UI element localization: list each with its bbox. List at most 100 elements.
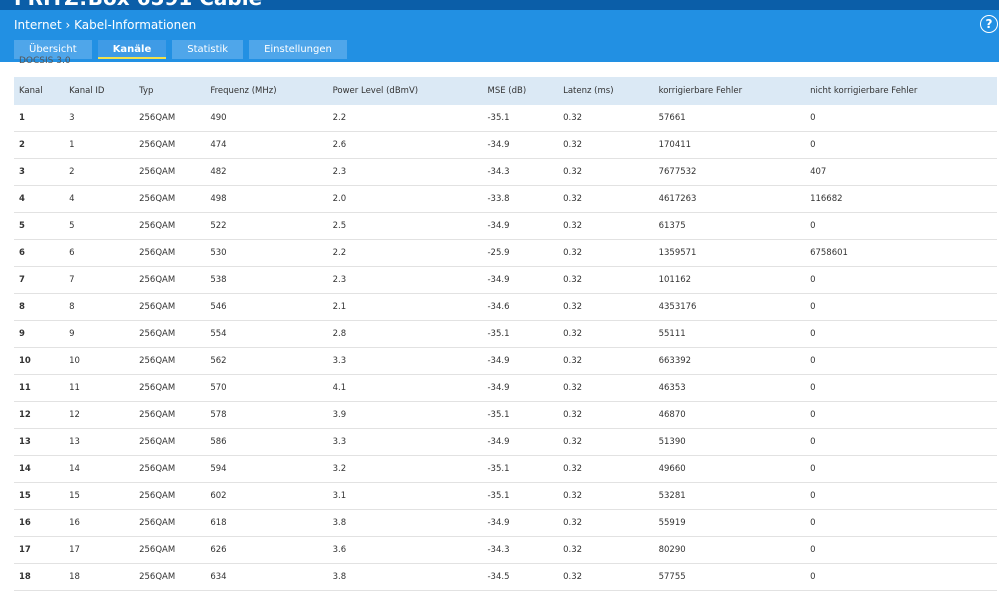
table-cell: 0 (805, 347, 997, 375)
crumb: Kabel-Informationen (74, 18, 197, 32)
table-cell: 116682 (805, 185, 997, 213)
table-cell: -34.9 (482, 266, 559, 294)
table-cell: 80290 (653, 536, 806, 564)
table-cell: 2.0 (327, 185, 483, 213)
table-cell: 1 (14, 105, 65, 132)
table-cell: 5 (14, 212, 65, 240)
table-cell: 530 (205, 239, 328, 267)
table-cell: 7 (64, 266, 135, 294)
table-cell: 55111 (653, 320, 806, 348)
table-cell: 15 (14, 482, 65, 510)
table-cell: 0.32 (558, 239, 654, 267)
table-row: 15 15 256QAM 602 3.1 -35.1 0.32 53281 0 (14, 482, 997, 510)
table-cell: 0 (805, 266, 997, 294)
table-cell: 0 (805, 563, 997, 591)
table-row: 9 9 256QAM 554 2.8 -35.1 0.32 55111 0 (14, 320, 997, 348)
table-cell: 0.32 (558, 293, 654, 321)
table-cell: 256QAM (134, 185, 206, 213)
table-cell: 10 (64, 347, 135, 375)
table-cell: 4.1 (327, 374, 483, 402)
table-cell: 0 (805, 455, 997, 483)
table-cell: 0 (805, 401, 997, 429)
table-cell: 55919 (653, 509, 806, 537)
table-cell: 546 (205, 293, 328, 321)
table-cell: 256QAM (134, 320, 206, 348)
table-cell: 170411 (653, 131, 806, 159)
table-cell: -35.1 (482, 105, 559, 132)
table-cell: 663392 (653, 347, 806, 375)
table-cell: 0 (805, 212, 997, 240)
table-cell: 256QAM (134, 239, 206, 267)
table-cell: 17 (64, 536, 135, 564)
table-cell: 10 (14, 347, 65, 375)
table-cell: 2.2 (327, 105, 483, 132)
table-cell: -35.1 (482, 401, 559, 429)
table-cell: 474 (205, 131, 328, 159)
table-cell: 0 (805, 131, 997, 159)
table-cell: -35.1 (482, 482, 559, 510)
column-header: Kanal ID (64, 77, 135, 105)
table-cell: 46870 (653, 401, 806, 429)
table-cell: -34.9 (482, 131, 559, 159)
header-row: Kanal Kanal ID Typ Frequenz (MHz) Power Leve… (14, 77, 997, 105)
tab[interactable]: Statistik (172, 40, 244, 59)
table-cell: 9 (14, 320, 65, 348)
table-cell: 7677532 (653, 158, 806, 186)
table-cell: 0.32 (558, 185, 654, 213)
table-cell: 57661 (653, 105, 806, 132)
table-cell: 6 (14, 239, 65, 267)
tab[interactable]: Kanäle (97, 40, 167, 59)
table-cell: 256QAM (134, 158, 206, 186)
table-cell: 0.32 (558, 401, 654, 429)
table-cell: 490 (205, 105, 328, 132)
tab[interactable]: Einstellungen (249, 40, 347, 59)
table-cell: 13 (64, 428, 135, 456)
table-cell: 18 (14, 563, 65, 591)
table-cell: 407 (805, 158, 997, 186)
table-cell: 3.8 (327, 509, 483, 537)
table-cell: 0 (805, 509, 997, 537)
table-cell: 0.32 (558, 347, 654, 375)
table-cell: 0.32 (558, 509, 654, 537)
column-header: MSE (dB) (482, 77, 559, 105)
table-cell: 2.6 (327, 131, 483, 159)
column-header: korrigierbare Fehler (653, 77, 806, 105)
table-cell: 15 (64, 482, 135, 510)
table-cell: 61375 (653, 212, 806, 240)
table-cell: 14 (64, 455, 135, 483)
table-cell: -34.9 (482, 509, 559, 537)
table-cell: -25.9 (482, 239, 559, 267)
table-cell: 12 (64, 401, 135, 429)
table-cell: 4 (64, 185, 135, 213)
table-cell: 12 (14, 401, 65, 429)
table-cell: 0.32 (558, 428, 654, 456)
table-cell: 554 (205, 320, 328, 348)
table-cell: 3 (64, 105, 135, 132)
crumb[interactable]: Internet (14, 18, 62, 32)
table-row: 8 8 256QAM 546 2.1 -34.6 0.32 4353176 0 (14, 293, 997, 321)
table-cell: 2.5 (327, 212, 483, 240)
help-button[interactable]: ? (980, 15, 998, 33)
tab[interactable]: Übersicht (14, 40, 92, 59)
table-cell: 2.3 (327, 158, 483, 186)
table-cell: 0.32 (558, 212, 654, 240)
table-cell: 0 (805, 374, 997, 402)
table-cell: 2.2 (327, 239, 483, 267)
table-cell: 0 (805, 482, 997, 510)
table-cell: -33.8 (482, 185, 559, 213)
table-cell: -34.6 (482, 293, 559, 321)
column-header: Latenz (ms) (558, 77, 654, 105)
table-cell: 256QAM (134, 509, 206, 537)
table-cell: 4 (14, 185, 65, 213)
table-cell: 7 (14, 266, 65, 294)
table-cell: 256QAM (134, 131, 206, 159)
table-cell: 602 (205, 482, 328, 510)
table-cell: 11 (14, 374, 65, 402)
table-cell: 578 (205, 401, 328, 429)
table-cell: -34.9 (482, 374, 559, 402)
header: Internet › Kabel-Informationen ? Übersic… (0, 10, 999, 62)
table-cell: -34.9 (482, 347, 559, 375)
table-cell: 14 (14, 455, 65, 483)
table-cell: -35.1 (482, 320, 559, 348)
